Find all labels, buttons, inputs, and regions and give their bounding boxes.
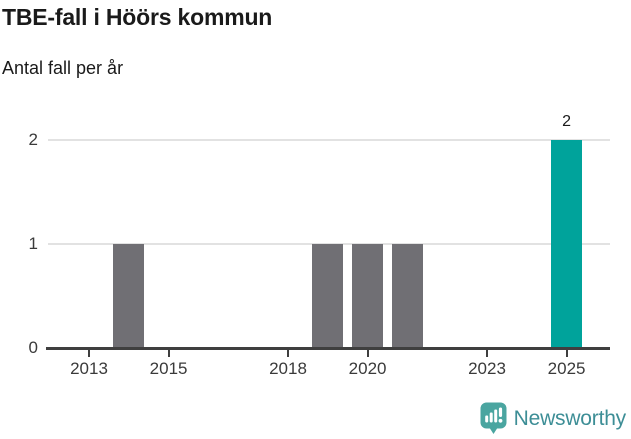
x-axis-tick (287, 349, 289, 357)
x-axis-line (46, 347, 610, 350)
x-axis-tick-label: 2025 (547, 359, 586, 378)
x-axis-tick (88, 349, 90, 357)
x-axis-tick (565, 349, 568, 357)
bar-2021 (391, 244, 423, 348)
x-axis-tick (486, 349, 488, 357)
x-axis-tick (167, 349, 170, 357)
y-axis-tick-label: 1 (28, 234, 38, 253)
newsworthy-brand-text: Newsworthy (513, 406, 627, 430)
x-axis-tick-label: 2018 (269, 359, 307, 378)
chart-subtitle: Antal fall per år (2, 58, 124, 78)
y-axis-tick-label: 0 (28, 338, 38, 357)
x-axis-tick-label: 2020 (348, 359, 387, 378)
x-axis-tick-label: 2015 (149, 359, 188, 378)
y-axis-tick-label: 2 (28, 130, 38, 149)
gridline-y2 (48, 139, 610, 141)
chart-title: TBE-fall i Höörs kommun (2, 4, 273, 30)
newsworthy-logo[interactable]: Newsworthy (480, 402, 626, 435)
bar-2019 (312, 244, 344, 348)
bar-value-label: 2 (562, 113, 572, 130)
bar-2014 (113, 244, 145, 348)
x-axis-tick (366, 349, 369, 357)
bar-2020 (352, 244, 384, 348)
bar-2025 (551, 140, 583, 348)
x-axis-tick-label: 2023 (468, 359, 506, 378)
bar-chart-speech-bubble-icon (480, 402, 507, 434)
x-axis-tick-label: 2013 (70, 359, 108, 378)
